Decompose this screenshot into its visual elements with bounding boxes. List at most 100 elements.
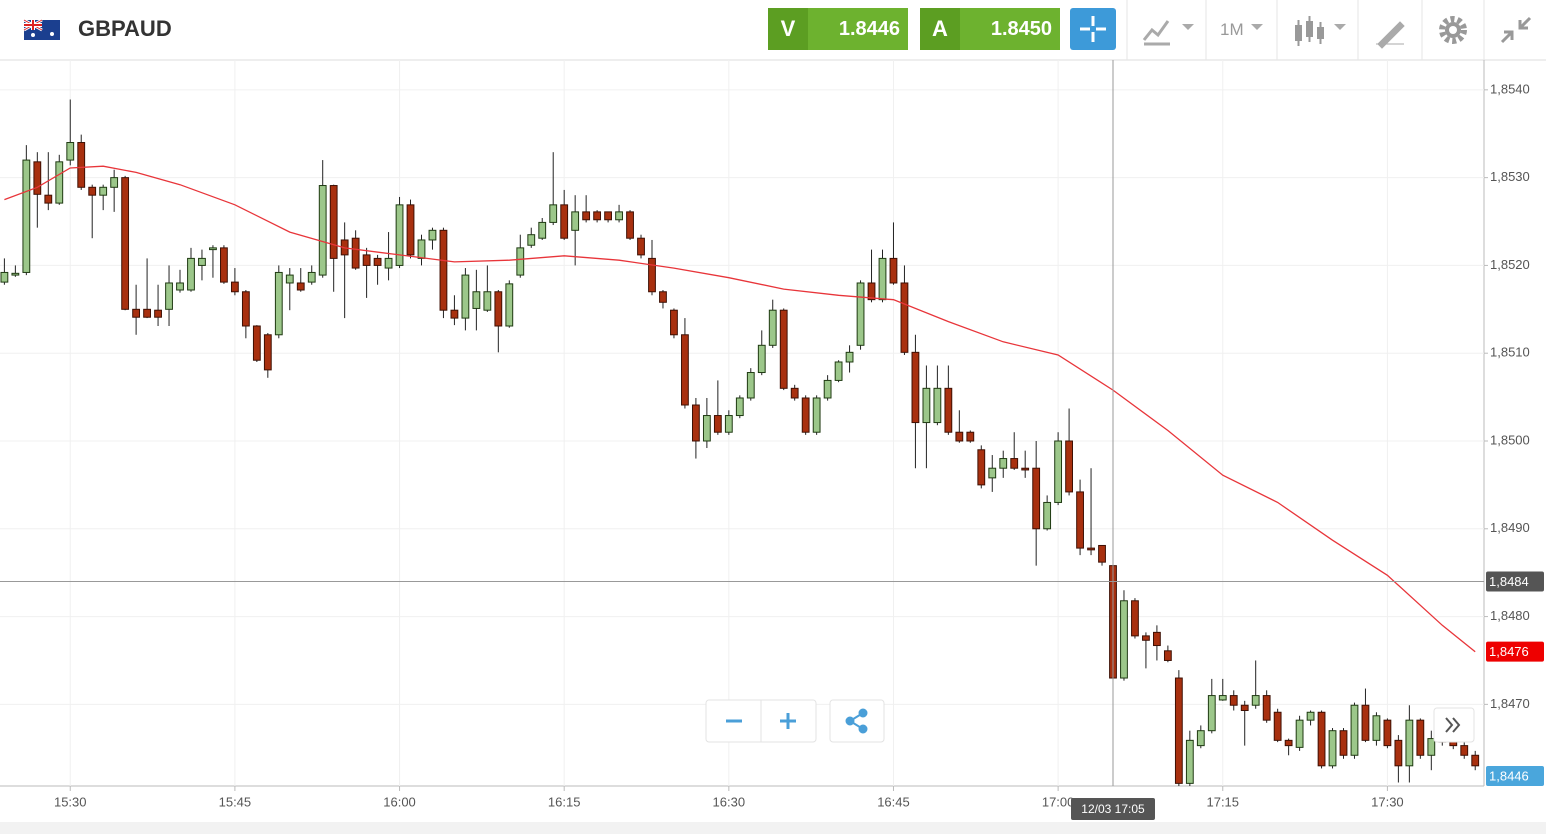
candle (999, 450, 1008, 478)
candle (230, 268, 239, 296)
candle-body (670, 309, 678, 336)
candle-body (154, 309, 162, 318)
candle-body (955, 431, 964, 442)
crosshair-time-bg (1071, 798, 1155, 820)
candle-icon[interactable] (1295, 16, 1324, 46)
candle-body (1262, 695, 1271, 721)
candle (406, 199, 415, 259)
candle (99, 184, 108, 211)
x-tick-label: 16:45 (877, 794, 910, 809)
y-tick-label: 1,8510 (1490, 345, 1530, 360)
candle (713, 380, 722, 435)
candle (110, 169, 119, 212)
candle (1372, 712, 1381, 746)
settings-icon[interactable] (1439, 16, 1467, 44)
sell-price: 1.8446 (838, 18, 900, 40)
candle (746, 368, 755, 401)
candle (527, 227, 536, 248)
candle (1471, 750, 1480, 771)
candle-body (88, 186, 97, 196)
candle (461, 268, 470, 331)
candle-body (428, 229, 437, 241)
candle-body (648, 257, 656, 293)
candle-body (549, 204, 558, 223)
candle (944, 365, 953, 435)
candle-body (911, 351, 920, 424)
buy-price: 1.8450 (990, 18, 1052, 40)
candle (1361, 688, 1370, 743)
zoom-in[interactable] (780, 713, 796, 729)
candle (889, 222, 898, 285)
candle (472, 269, 481, 331)
candle (637, 234, 645, 259)
last-price-label: 1,8446 (1489, 768, 1529, 783)
zoom-controls (705, 699, 1475, 743)
buy-button[interactable]: A 1.8450 (920, 8, 1060, 50)
candle (1328, 728, 1337, 769)
candle (1339, 728, 1348, 759)
candle-body (1229, 695, 1238, 706)
candle-body (1427, 738, 1436, 756)
candle (845, 345, 854, 373)
candle-body (1120, 600, 1128, 679)
candle-body (626, 211, 634, 239)
candle (198, 249, 206, 281)
candle (1460, 740, 1469, 759)
candle (340, 222, 349, 319)
scroll-right-button[interactable] (1433, 707, 1475, 743)
line-chart-icon[interactable] (1142, 20, 1170, 46)
candle (285, 268, 294, 311)
x-tick-label: 17:30 (1371, 794, 1404, 809)
candle-body (461, 274, 470, 319)
candle (1416, 718, 1425, 759)
candle (856, 280, 865, 350)
candle (1185, 730, 1194, 786)
candle (33, 152, 42, 228)
y-tick-label: 1,8530 (1490, 169, 1530, 184)
candle-body (1471, 754, 1480, 767)
share-button[interactable] (829, 699, 885, 743)
candle (395, 196, 404, 269)
candle-body (681, 334, 689, 406)
candle-body (516, 247, 525, 276)
candle-body (362, 254, 371, 266)
crosshair-time-label: 12/03 17:05 (1081, 802, 1145, 816)
candle-body (900, 282, 909, 353)
candle-body (889, 257, 898, 284)
candle-body (1032, 467, 1041, 530)
candle (1076, 479, 1084, 556)
candle-body (1295, 719, 1304, 748)
y-tick-label: 1,8540 (1490, 81, 1530, 96)
candle (1174, 670, 1183, 786)
y-tick-label: 1,8470 (1490, 696, 1530, 711)
timeframe[interactable]: 1M (1220, 20, 1244, 39)
collapse-icon[interactable] (1500, 16, 1532, 44)
candle-body (637, 237, 645, 256)
candle (209, 245, 217, 278)
draw-icon[interactable] (1376, 21, 1405, 49)
crosshair-button[interactable] (1070, 8, 1116, 50)
candle (1043, 495, 1052, 531)
candle (648, 239, 656, 296)
candle (757, 330, 766, 376)
candle (132, 284, 141, 335)
candle (1306, 710, 1315, 726)
candle-body (1240, 704, 1249, 712)
candle (439, 227, 448, 319)
candle-body (702, 415, 711, 442)
candle (823, 375, 832, 401)
candle-body (395, 204, 404, 266)
candle-body (209, 247, 217, 251)
candle (867, 249, 876, 303)
candle (1010, 432, 1019, 470)
grid (0, 60, 1484, 786)
ma-price-label-bg (1486, 641, 1544, 662)
candle (1383, 718, 1392, 749)
candle-body (746, 372, 755, 399)
candle (1142, 632, 1150, 669)
sell-button[interactable]: V 1.8446 (768, 8, 908, 50)
scroll-right-icon (1445, 717, 1461, 733)
candle (220, 245, 228, 284)
candle (241, 290, 250, 339)
candle-body (1416, 719, 1425, 756)
